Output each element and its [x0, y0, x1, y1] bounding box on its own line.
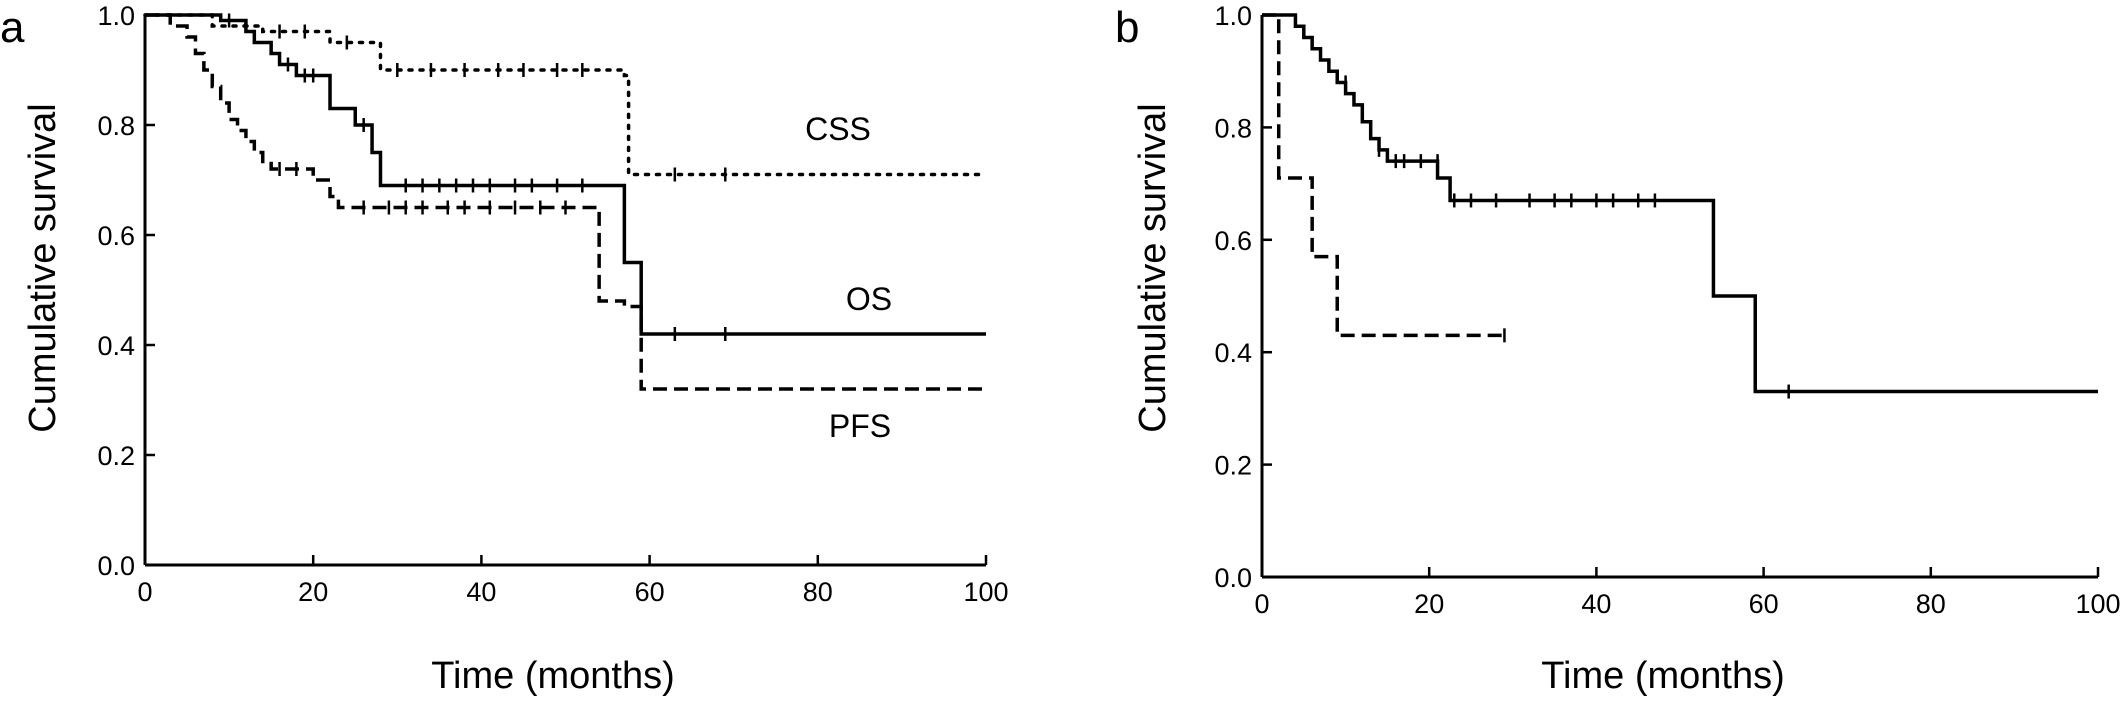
panel-b-x-tick-label: 0	[1254, 589, 1269, 619]
panel-b-x-tick-label: 80	[1916, 589, 1946, 619]
label-pfs: PFS	[829, 408, 891, 444]
panel-b: b 0 20 40 60 80 100 0.0 0.2 0.4 0.6 0.8 1.0 Time (m…	[1115, 1, 2121, 697]
panel-a-letter: a	[0, 3, 25, 52]
panel-a-y-tick-label: 1.0	[97, 1, 135, 31]
panel-b-curve-series-2	[1262, 13, 1505, 338]
panel-b-y-tick-label: 0.2	[1214, 451, 1252, 481]
panel-b-curve-series-1	[1262, 13, 2098, 394]
panel-b-curves	[1262, 13, 2098, 399]
panel-a-x-tick-label: 0	[137, 577, 152, 607]
panel-b-y-tick-label: 0.0	[1214, 563, 1252, 593]
panel-a-x-tick-label: 20	[298, 577, 328, 607]
panel-a: a 0 20 40 60 80 100 0.0 0.2 0.4 0.6 0.8 1.0 Time (m…	[0, 1, 1009, 697]
panel-b-x-tick-label: 20	[1414, 589, 1444, 619]
panel-a-x-axis-title: Time (months)	[431, 655, 675, 697]
panel-a-curve-pfs	[145, 13, 986, 391]
panel-b-x-tick-label: 60	[1749, 589, 1779, 619]
panel-b-x-tick-label: 100	[2075, 589, 2120, 619]
panel-a-y-axis-title: Cumulative survival	[22, 103, 64, 432]
panel-a-y-tick-label: 0.6	[97, 221, 135, 251]
panel-a-x-tick-label: 60	[635, 577, 665, 607]
panel-a-y-tick-label: 0.8	[97, 111, 135, 141]
panel-b-letter: b	[1115, 3, 1139, 52]
panel-a-curves	[143, 13, 988, 391]
panel-b-y-tick-label: 0.4	[1214, 338, 1252, 368]
panel-b-x-axis-title: Time (months)	[1541, 655, 1785, 697]
panel-a-y-tick-label: 0.4	[97, 331, 135, 361]
panel-a-x-tick-label: 40	[466, 577, 496, 607]
panel-b-y-tick-label: 1.0	[1214, 1, 1252, 31]
panel-b-y-tick-label: 0.6	[1214, 226, 1252, 256]
panel-a-y-tick-label: 0.2	[97, 441, 135, 471]
panel-a-axes: 0 20 40 60 80 100 0.0 0.2 0.4 0.6 0.8 1.0	[97, 1, 1008, 607]
panel-b-x-tick-label: 40	[1581, 589, 1611, 619]
label-css: CSS	[805, 111, 871, 147]
panel-b-y-tick-label: 0.8	[1214, 113, 1252, 143]
panel-a-curve-css	[143, 13, 988, 177]
label-os: OS	[846, 281, 892, 317]
panel-a-y-tick-label: 0.0	[97, 551, 135, 581]
panel-a-x-tick-label: 100	[963, 577, 1008, 607]
panel-b-y-axis-title: Cumulative survival	[1132, 103, 1174, 432]
panel-a-x-tick-label: 80	[803, 577, 833, 607]
